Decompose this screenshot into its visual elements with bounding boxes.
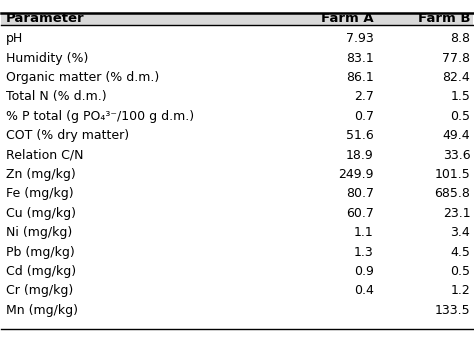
Text: 23.1: 23.1 [443,207,470,220]
Text: Farm B: Farm B [418,12,470,25]
Text: 0.9: 0.9 [354,265,374,278]
Text: 8.8: 8.8 [450,32,470,45]
Text: 86.1: 86.1 [346,71,374,84]
Text: 0.5: 0.5 [450,110,470,123]
Text: 4.5: 4.5 [450,246,470,258]
Text: 33.6: 33.6 [443,149,470,162]
Text: 0.5: 0.5 [450,265,470,278]
Text: Zn (mg/kg): Zn (mg/kg) [6,168,76,181]
Text: 249.9: 249.9 [338,168,374,181]
Text: 133.5: 133.5 [435,304,470,317]
Text: 80.7: 80.7 [346,187,374,201]
Text: Mn (mg/kg): Mn (mg/kg) [6,304,78,317]
Text: 83.1: 83.1 [346,52,374,65]
Text: Cu (mg/kg): Cu (mg/kg) [6,207,76,220]
Text: COT (% dry matter): COT (% dry matter) [6,129,129,142]
Text: Parameter: Parameter [6,12,85,25]
Text: Farm A: Farm A [321,12,374,25]
Text: 1.2: 1.2 [450,284,470,297]
Text: Pb (mg/kg): Pb (mg/kg) [6,246,75,258]
Text: Humidity (%): Humidity (%) [6,52,89,65]
Text: Ni (mg/kg): Ni (mg/kg) [6,226,73,239]
Text: Cr (mg/kg): Cr (mg/kg) [6,284,73,297]
Text: 685.8: 685.8 [434,187,470,201]
FancyBboxPatch shape [1,13,473,25]
Text: 0.4: 0.4 [354,284,374,297]
Text: 101.5: 101.5 [435,168,470,181]
Text: 7.93: 7.93 [346,32,374,45]
Text: Total N (% d.m.): Total N (% d.m.) [6,90,107,103]
Text: 82.4: 82.4 [443,71,470,84]
Text: 0.7: 0.7 [354,110,374,123]
Text: % P total (g PO₄³⁻/100 g d.m.): % P total (g PO₄³⁻/100 g d.m.) [6,110,194,123]
Text: 51.6: 51.6 [346,129,374,142]
Text: 1.5: 1.5 [450,90,470,103]
Text: 2.7: 2.7 [354,90,374,103]
Text: 77.8: 77.8 [442,52,470,65]
Text: Relation C/N: Relation C/N [6,149,83,162]
Text: pH: pH [6,32,23,45]
Text: 60.7: 60.7 [346,207,374,220]
Text: 1.1: 1.1 [354,226,374,239]
Text: Fe (mg/kg): Fe (mg/kg) [6,187,74,201]
Text: 3.4: 3.4 [450,226,470,239]
Text: 18.9: 18.9 [346,149,374,162]
Text: Organic matter (% d.m.): Organic matter (% d.m.) [6,71,159,84]
Text: Cd (mg/kg): Cd (mg/kg) [6,265,76,278]
Text: 49.4: 49.4 [443,129,470,142]
Text: 1.3: 1.3 [354,246,374,258]
